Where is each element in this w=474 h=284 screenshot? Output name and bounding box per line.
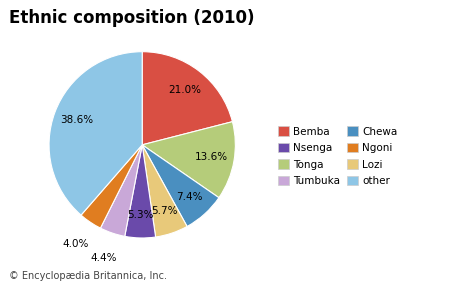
Text: 13.6%: 13.6%	[194, 152, 228, 162]
Wedge shape	[142, 145, 187, 237]
Wedge shape	[142, 145, 219, 226]
Text: 4.4%: 4.4%	[91, 253, 117, 263]
Text: 5.7%: 5.7%	[151, 206, 178, 216]
Wedge shape	[142, 122, 236, 198]
Wedge shape	[100, 145, 142, 236]
Wedge shape	[125, 145, 155, 238]
Wedge shape	[142, 52, 232, 145]
Text: 38.6%: 38.6%	[60, 115, 93, 125]
Text: © Encyclopædia Britannica, Inc.: © Encyclopædia Britannica, Inc.	[9, 271, 167, 281]
Text: Ethnic composition (2010): Ethnic composition (2010)	[9, 9, 255, 26]
Wedge shape	[49, 52, 142, 215]
Text: 21.0%: 21.0%	[169, 85, 201, 95]
Text: 7.4%: 7.4%	[176, 192, 202, 202]
Text: 4.0%: 4.0%	[63, 239, 89, 249]
Legend: Bemba, Nsenga, Tonga, Tumbuka, Chewa, Ngoni, Lozi, other: Bemba, Nsenga, Tonga, Tumbuka, Chewa, Ng…	[278, 126, 398, 186]
Text: 5.3%: 5.3%	[128, 210, 154, 220]
Wedge shape	[81, 145, 142, 228]
